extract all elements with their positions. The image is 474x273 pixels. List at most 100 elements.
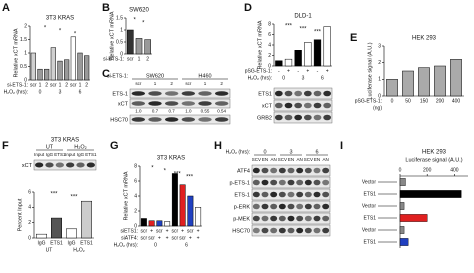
row-label: ETS-1 <box>234 192 250 198</box>
x-tick-label: 400 <box>450 167 459 173</box>
lane-label: IgG <box>46 152 54 157</box>
band <box>313 102 322 109</box>
x-tick-label: ETS1 <box>80 240 93 246</box>
band <box>284 90 293 97</box>
bar <box>275 60 283 67</box>
panel-letter: C <box>102 68 110 80</box>
lane-label: SCV <box>304 157 313 162</box>
y-tick-label: 8 <box>268 21 271 27</box>
y-tick-label: 6 <box>134 178 137 184</box>
band <box>86 162 95 168</box>
x-tick-label: 1 <box>79 82 82 88</box>
row-value: 0 <box>154 242 157 248</box>
significance: * <box>74 32 77 38</box>
y-axis-label: Relative xCT mRNA <box>123 171 129 220</box>
column-label: 3 <box>289 149 292 155</box>
panel-letter: F <box>2 140 9 152</box>
lane-label: Input <box>34 152 45 157</box>
chart-title: 3T3 KRAS <box>157 156 185 162</box>
band <box>313 191 321 198</box>
x-tick-label: - <box>297 68 299 74</box>
band <box>287 227 295 234</box>
row-value: 3 <box>302 75 305 81</box>
lane-row-label: H₂O₂ (hrs): <box>226 149 250 155</box>
band <box>296 215 304 222</box>
x-axis-label: Luciferase signal (A.U.) <box>405 157 462 163</box>
band <box>304 167 312 174</box>
blot-strip <box>273 87 333 100</box>
row-label: pSG-ETS-1: <box>355 98 382 104</box>
bar <box>156 220 163 227</box>
row-label: HSC70 <box>232 228 250 234</box>
y-tick-label: 2 <box>268 53 271 59</box>
chart-title: HEK 293 <box>422 150 447 156</box>
band <box>131 101 145 106</box>
x-tick-label: + <box>326 68 329 74</box>
blot-strip <box>273 111 333 124</box>
band <box>304 227 312 234</box>
band <box>252 167 260 174</box>
bar <box>313 39 322 67</box>
band <box>270 179 278 186</box>
band <box>278 191 286 198</box>
band <box>313 114 322 121</box>
y-tick-label: 1 <box>378 77 381 83</box>
band <box>270 227 278 234</box>
band <box>313 179 321 186</box>
band <box>323 90 332 97</box>
lane-label: ETS1 <box>85 152 97 157</box>
band <box>296 167 304 174</box>
band <box>148 117 162 122</box>
x-tick-label: 1 <box>59 82 62 88</box>
band <box>296 191 304 198</box>
y-tick-label: Vector <box>362 227 377 233</box>
bar <box>135 38 143 55</box>
bar <box>77 52 83 81</box>
band <box>148 91 162 96</box>
band <box>261 227 269 234</box>
x-tick-label: 150 <box>420 98 429 104</box>
chart-title: 3T3 KRAS <box>46 16 74 22</box>
y-axis-label: Relative xCT mRNA <box>257 20 263 69</box>
lane-label: 2 <box>170 81 173 86</box>
x-tick-label: scr <box>70 82 77 88</box>
band <box>287 179 295 186</box>
bar <box>57 60 63 81</box>
bar <box>386 79 398 97</box>
band <box>274 90 283 97</box>
y-tick-label: 6 <box>268 32 271 38</box>
bar <box>144 39 151 55</box>
y-tick-label: 8 <box>134 163 137 169</box>
row-label: ETS1 <box>258 91 272 97</box>
blot-title: 3T3 KRAS <box>51 138 79 144</box>
band <box>294 90 303 97</box>
band <box>287 215 295 222</box>
y-tick-label: 0 <box>268 63 271 69</box>
band <box>303 114 312 121</box>
bar <box>164 221 171 227</box>
band <box>304 179 312 186</box>
significance: * <box>44 26 47 32</box>
row-value: 6 <box>321 75 324 81</box>
band <box>296 227 304 234</box>
row-label: H₂O₂ (hrs): <box>248 75 272 81</box>
band <box>198 101 212 106</box>
column-label: H₂O₂ <box>74 144 87 150</box>
band <box>303 102 312 109</box>
lane-label: IgG <box>77 152 85 157</box>
x-tick-label: - <box>317 68 319 74</box>
row-value: 0 <box>39 89 42 95</box>
row-label: GRB2 <box>257 115 272 121</box>
lane-row-label: si-ETS-1: <box>107 73 128 79</box>
lane-label: AN <box>271 157 277 162</box>
band <box>323 102 332 109</box>
row-label: (ng) <box>373 105 382 111</box>
panel-letter: E <box>350 32 357 44</box>
row-label: si-ETS-1: <box>7 82 28 88</box>
panel-letter: B <box>102 2 110 14</box>
bar <box>323 26 331 67</box>
band <box>322 179 330 186</box>
band <box>287 167 295 174</box>
band <box>322 215 330 222</box>
bar <box>37 68 43 81</box>
